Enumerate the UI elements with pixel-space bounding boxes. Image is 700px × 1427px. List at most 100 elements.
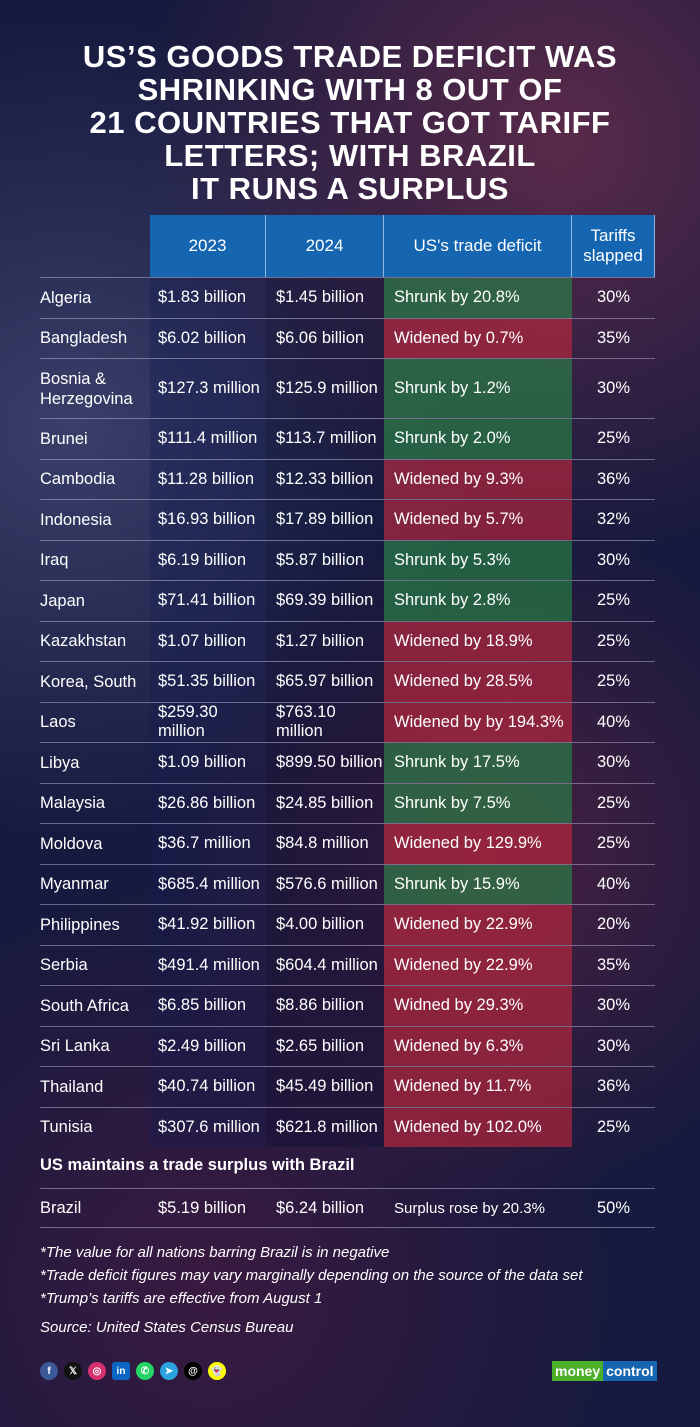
cell-country: Cambodia [40, 470, 116, 489]
cell-deficit: Widened by 102.0% [384, 1107, 572, 1147]
footnote: *Trade deficit figures may vary marginal… [40, 1267, 583, 1284]
footnote: *Trump’s tariffs are effective from Augu… [40, 1290, 323, 1307]
table-row: Moldova $36.7 million $84.8 million Widened… [40, 823, 655, 864]
cell-deficit: Shrunk by 20.8% [384, 278, 572, 318]
cell-2023: $6.19 billion [150, 540, 266, 580]
cell-deficit: Widened by 18.9% [384, 621, 572, 661]
table-row: Myanmar $685.4 million $576.6 million Shrun… [40, 863, 655, 904]
cell-country: Japan [40, 591, 85, 610]
cell-deficit: Shrunk by 15.9% [384, 864, 572, 904]
cell-2023: $36.7 million [150, 824, 266, 864]
cell-deficit: Shrunk by 17.5% [384, 743, 572, 783]
snapchat-icon[interactable]: 👻 [208, 1362, 226, 1380]
cell-deficit: Widened by 28.5% [384, 662, 572, 702]
cell-deficit: Widened by 22.9% [384, 945, 572, 985]
cell-2023: $1.09 billion [150, 743, 266, 783]
table-row: Bosnia & Herzegovina $127.3 million $125.9… [40, 358, 655, 418]
cell-2023: $6.85 billion [150, 986, 266, 1026]
cell-tariff: 40% [596, 712, 631, 731]
moneycontrol-logo: money control [552, 1361, 657, 1381]
cell-2024: $621.8 million [266, 1107, 384, 1147]
cell-2024: $1.45 billion [266, 278, 384, 318]
cell-country: Bosnia & Herzegovina [40, 369, 133, 408]
whatsapp-icon[interactable]: ✆ [136, 1362, 154, 1380]
cell-2023: $1.07 billion [150, 621, 266, 661]
cell-country: Bangladesh [40, 329, 128, 348]
cell-deficit: Widened by 9.3% [384, 459, 572, 499]
cell-2023: $71.41 billion [150, 581, 266, 621]
cell-2024: $1.27 billion [266, 621, 384, 661]
linkedin-icon[interactable]: in [112, 1362, 130, 1380]
cell-2023: $5.19 billion [158, 1198, 247, 1217]
cell-2024: $113.7 million [266, 419, 384, 459]
logo-part: money [552, 1361, 604, 1381]
instagram-icon[interactable]: ◎ [88, 1362, 106, 1380]
cell-2024: $576.6 million [266, 864, 384, 904]
logo-part: control [603, 1361, 657, 1381]
cell-2023: $1.83 billion [150, 278, 266, 318]
cell-country: Libya [40, 753, 80, 772]
cell-2024: $24.85 billion [266, 783, 384, 823]
footnote: *The value for all nations barring Brazi… [40, 1244, 390, 1261]
source-note: Source: United States Census Bureau [40, 1319, 294, 1336]
cell-2024: $69.39 billion [266, 581, 384, 621]
table-row: Sri Lanka $2.49 billion $2.65 billion Widen… [40, 1025, 655, 1066]
cell-tariff: 30% [596, 550, 631, 569]
cell-2024: $4.00 billion [266, 905, 384, 945]
cell-2024: $763.10 million [266, 702, 384, 742]
facebook-icon[interactable]: f [40, 1362, 58, 1380]
headline-line: 21 COUNTRIES THAT GOT TARIFF [89, 105, 611, 140]
cell-2024: $84.8 million [266, 824, 384, 864]
cell-country: Thailand [40, 1077, 104, 1096]
cell-deficit: Widened by 22.9% [384, 905, 572, 945]
cell-country: Korea, South [40, 672, 137, 691]
cell-deficit: Shrunk by 7.5% [384, 783, 572, 823]
cell-2023: $259.30 million [150, 702, 266, 742]
table-row: Algeria $1.83 billion $1.45 billion Shrunk … [40, 277, 655, 318]
cell-tariff: 20% [596, 915, 631, 934]
telegram-icon[interactable]: ➤ [160, 1362, 178, 1380]
table-row: South Africa $6.85 billion $8.86 billion Wi… [40, 985, 655, 1026]
x-icon[interactable]: 𝕏 [64, 1362, 82, 1380]
cell-2023: $685.4 million [150, 864, 266, 904]
cell-tariff: 36% [596, 469, 631, 488]
cell-2024: $12.33 billion [266, 459, 384, 499]
cell-deficit: Widened by by 194.3% [384, 702, 572, 742]
table-row: Malaysia $26.86 billion $24.85 billion Shru… [40, 782, 655, 823]
cell-tariff: 25% [596, 1117, 631, 1136]
cell-2023: $51.35 billion [150, 662, 266, 702]
cell-2023: $26.86 billion [150, 783, 266, 823]
cell-2024: $17.89 billion [266, 500, 384, 540]
table-row: Indonesia $16.93 billion $17.89 billion Wid… [40, 499, 655, 540]
cell-tariff: 30% [596, 996, 631, 1015]
cell-2024: $899.50 billion [266, 743, 384, 783]
cell-country: Brunei [40, 429, 88, 448]
table-row: Brunei $111.4 million $113.7 million Shrunk… [40, 418, 655, 459]
table-row: Philippines $41.92 billion $4.00 billion Wi… [40, 904, 655, 945]
headline-line: IT RUNS A SURPLUS [191, 171, 509, 206]
cell-2023: $16.93 billion [150, 500, 266, 540]
table-row: Laos $259.30 million $763.10 million Widene… [40, 701, 655, 742]
cell-tariff: 30% [596, 288, 631, 307]
cell-tariff: 25% [596, 591, 631, 610]
cell-tariff: 36% [596, 1077, 631, 1096]
headline: US’S GOODS TRADE DEFICIT WAS SHRINKING W… [0, 40, 700, 205]
cell-tariff: 40% [596, 874, 631, 893]
cell-country: Laos [40, 713, 76, 732]
surplus-heading: US maintains a trade surplus with Brazil [40, 1156, 355, 1174]
cell-tariff: 32% [596, 510, 631, 529]
cell-country: Myanmar [40, 875, 109, 894]
cell-deficit: Widened by 5.7% [384, 500, 572, 540]
table-row: Thailand $40.74 billion $45.49 billion Wide… [40, 1066, 655, 1107]
cell-deficit: Shrunk by 1.2% [384, 359, 572, 418]
cell-tariff: 25% [596, 672, 631, 691]
cell-country: Kazakhstan [40, 632, 127, 651]
table-row: Kazakhstan $1.07 billion $1.27 billion Wide… [40, 620, 655, 661]
threads-icon[interactable]: @ [184, 1362, 202, 1380]
social-icons: f 𝕏 ◎ in ✆ ➤ @ 👻 [40, 1362, 226, 1380]
cell-country: Sri Lanka [40, 1037, 110, 1056]
cell-2024: $6.24 billion [276, 1198, 365, 1217]
cell-tariff: 50% [596, 1198, 631, 1217]
cell-deficit: Surplus rose by 20.3% [394, 1199, 545, 1217]
header-2023: 2023 [150, 215, 266, 277]
